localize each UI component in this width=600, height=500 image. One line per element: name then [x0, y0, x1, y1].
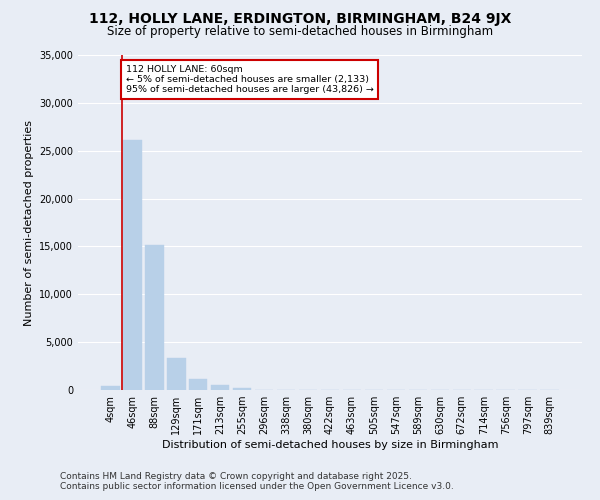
- Y-axis label: Number of semi-detached properties: Number of semi-detached properties: [23, 120, 34, 326]
- Text: 112, HOLLY LANE, ERDINGTON, BIRMINGHAM, B24 9JX: 112, HOLLY LANE, ERDINGTON, BIRMINGHAM, …: [89, 12, 511, 26]
- Bar: [101, 386, 119, 390]
- Text: 112 HOLLY LANE: 60sqm
← 5% of semi-detached houses are smaller (2,133)
95% of se: 112 HOLLY LANE: 60sqm ← 5% of semi-detac…: [125, 64, 374, 94]
- Text: Size of property relative to semi-detached houses in Birmingham: Size of property relative to semi-detach…: [107, 25, 493, 38]
- Text: Contains HM Land Registry data © Crown copyright and database right 2025.
Contai: Contains HM Land Registry data © Crown c…: [60, 472, 454, 491]
- Bar: [189, 380, 208, 390]
- Bar: [211, 385, 229, 390]
- Bar: [167, 358, 185, 390]
- Bar: [233, 388, 251, 390]
- X-axis label: Distribution of semi-detached houses by size in Birmingham: Distribution of semi-detached houses by …: [162, 440, 498, 450]
- Bar: [123, 140, 142, 390]
- Bar: [145, 246, 164, 390]
